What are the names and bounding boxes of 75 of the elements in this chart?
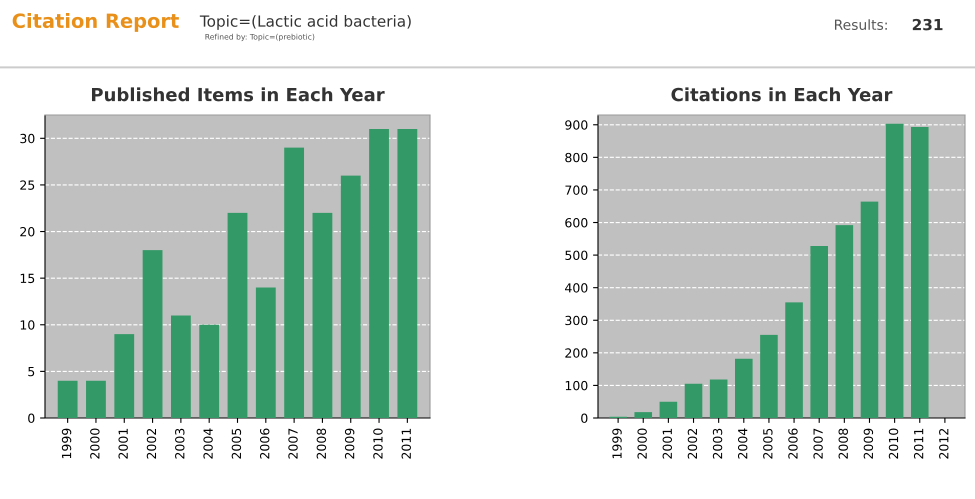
x-tick-label: 2002	[688, 428, 698, 459]
bar	[369, 128, 389, 418]
bar	[397, 128, 418, 418]
bar	[114, 334, 134, 418]
bar	[228, 212, 248, 418]
bar	[810, 246, 828, 418]
bar	[760, 334, 778, 418]
x-tick-label: 2001	[662, 428, 672, 459]
bar	[199, 324, 220, 418]
x-tick-label: 1999	[62, 428, 72, 458]
x-tick-label: 2011	[914, 428, 924, 459]
text: Results:	[834, 19, 887, 30]
x-tick-label: 2001	[118, 428, 128, 459]
y-tick-label: 10	[20, 320, 34, 330]
bar	[734, 358, 753, 418]
bar	[86, 380, 106, 418]
y-tick-label: 500	[565, 250, 588, 260]
y-tick-label: 700	[565, 185, 588, 195]
chart-title: Published Items in Each Year	[92, 87, 385, 102]
bar	[785, 302, 803, 418]
bar	[142, 250, 162, 418]
bar	[284, 148, 304, 418]
x-tick-label: 2008	[316, 428, 326, 459]
x-tick-label: 2003	[712, 428, 722, 459]
x-tick-label: 1999	[612, 428, 622, 458]
bar	[634, 412, 652, 418]
text: 231	[912, 18, 942, 30]
x-tick-label: 2006	[788, 428, 798, 459]
x-tick-label: 2003	[175, 428, 185, 459]
y-tick-label: 15	[20, 274, 34, 284]
x-tick-label: 2006	[260, 428, 270, 459]
bar	[660, 402, 678, 418]
y-tick-label: 400	[565, 283, 588, 293]
x-tick-label: 2008	[838, 428, 848, 459]
y-tick-label: 300	[565, 316, 588, 326]
x-tick-label: 2010	[888, 428, 898, 459]
x-tick-label: 2000	[90, 428, 100, 459]
bar	[170, 315, 191, 418]
y-tick-label: 800	[565, 152, 588, 162]
text: Citation Report	[12, 13, 179, 32]
bar	[836, 225, 854, 418]
x-tick-label: 2007	[813, 428, 823, 459]
y-tick-label: 5	[28, 367, 34, 376]
x-tick-label: 2004	[203, 428, 213, 459]
y-tick-label: 900	[565, 120, 588, 130]
x-tick-label: 2009	[864, 428, 874, 459]
y-tick-label: 20	[20, 227, 34, 236]
bar	[910, 127, 929, 418]
x-tick-label: 2004	[738, 428, 748, 459]
x-tick-label: 2007	[288, 428, 298, 459]
y-tick-label: 0	[28, 413, 34, 423]
x-tick-label: 2009	[344, 428, 354, 459]
y-tick-label: 100	[566, 380, 588, 390]
bar	[340, 176, 361, 418]
bar	[58, 380, 78, 418]
chart-title: Citations in Each Year	[671, 87, 892, 102]
x-tick-label: 2005	[763, 428, 773, 459]
y-tick-label: 0	[581, 413, 588, 423]
text: Topic=(Lactic acid bacteria)	[200, 15, 411, 30]
y-tick-label: 25	[20, 180, 34, 190]
bar	[684, 384, 702, 418]
x-tick-label: 2011	[402, 428, 411, 459]
x-tick-label: 2002	[146, 428, 156, 459]
bar	[710, 380, 728, 418]
y-tick-label: 30	[20, 134, 34, 144]
x-tick-label: 2005	[232, 428, 242, 459]
x-tick-label: 2010	[373, 428, 383, 459]
bar	[886, 124, 904, 418]
bar	[312, 212, 332, 418]
bar	[860, 202, 878, 418]
y-tick-label: 200	[565, 348, 588, 358]
y-tick-label: 600	[565, 218, 588, 228]
bar	[256, 287, 276, 418]
x-tick-label: 2012	[939, 428, 949, 459]
x-tick-label: 2000	[637, 428, 647, 459]
